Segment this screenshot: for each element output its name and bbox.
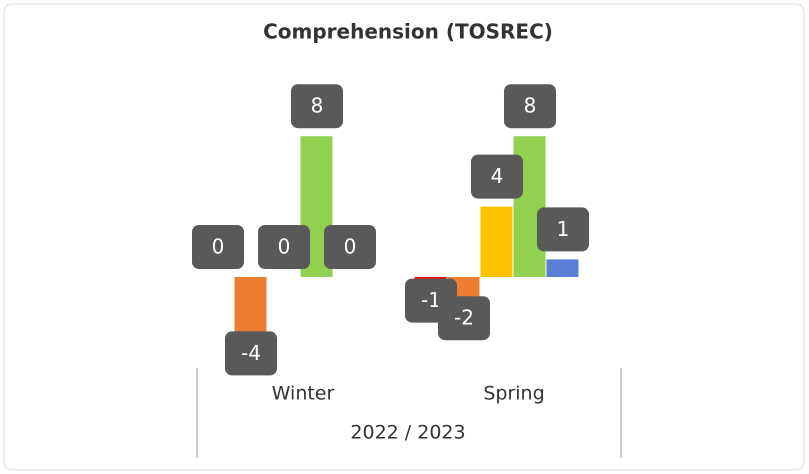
bar	[480, 206, 513, 277]
data-label-box	[192, 225, 244, 269]
x-tick-label: Winter	[272, 383, 335, 405]
data-label: 4	[491, 164, 504, 188]
data-label: 0	[278, 235, 291, 259]
data-label-box	[225, 331, 277, 376]
data-label-box	[537, 207, 589, 252]
chart-title: Comprehension (TOSREC)	[263, 20, 553, 44]
data-label: 0	[212, 235, 225, 259]
group-label: 2022 / 2023	[350, 422, 465, 444]
data-label-box	[291, 84, 343, 129]
data-label: -1	[421, 288, 441, 312]
data-label: -4	[241, 341, 261, 365]
data-label: -2	[454, 306, 474, 330]
data-label-box	[471, 154, 523, 199]
data-label-box	[504, 84, 556, 129]
data-label-box	[324, 225, 376, 269]
data-label: 8	[311, 94, 324, 118]
data-label-box	[438, 296, 490, 341]
bar	[546, 259, 579, 277]
x-tick-label: Spring	[483, 383, 544, 405]
data-label: 1	[557, 217, 570, 241]
data-label: 0	[344, 235, 357, 259]
card	[3, 3, 805, 471]
data-label: 8	[524, 94, 537, 118]
data-label-box	[258, 225, 310, 269]
